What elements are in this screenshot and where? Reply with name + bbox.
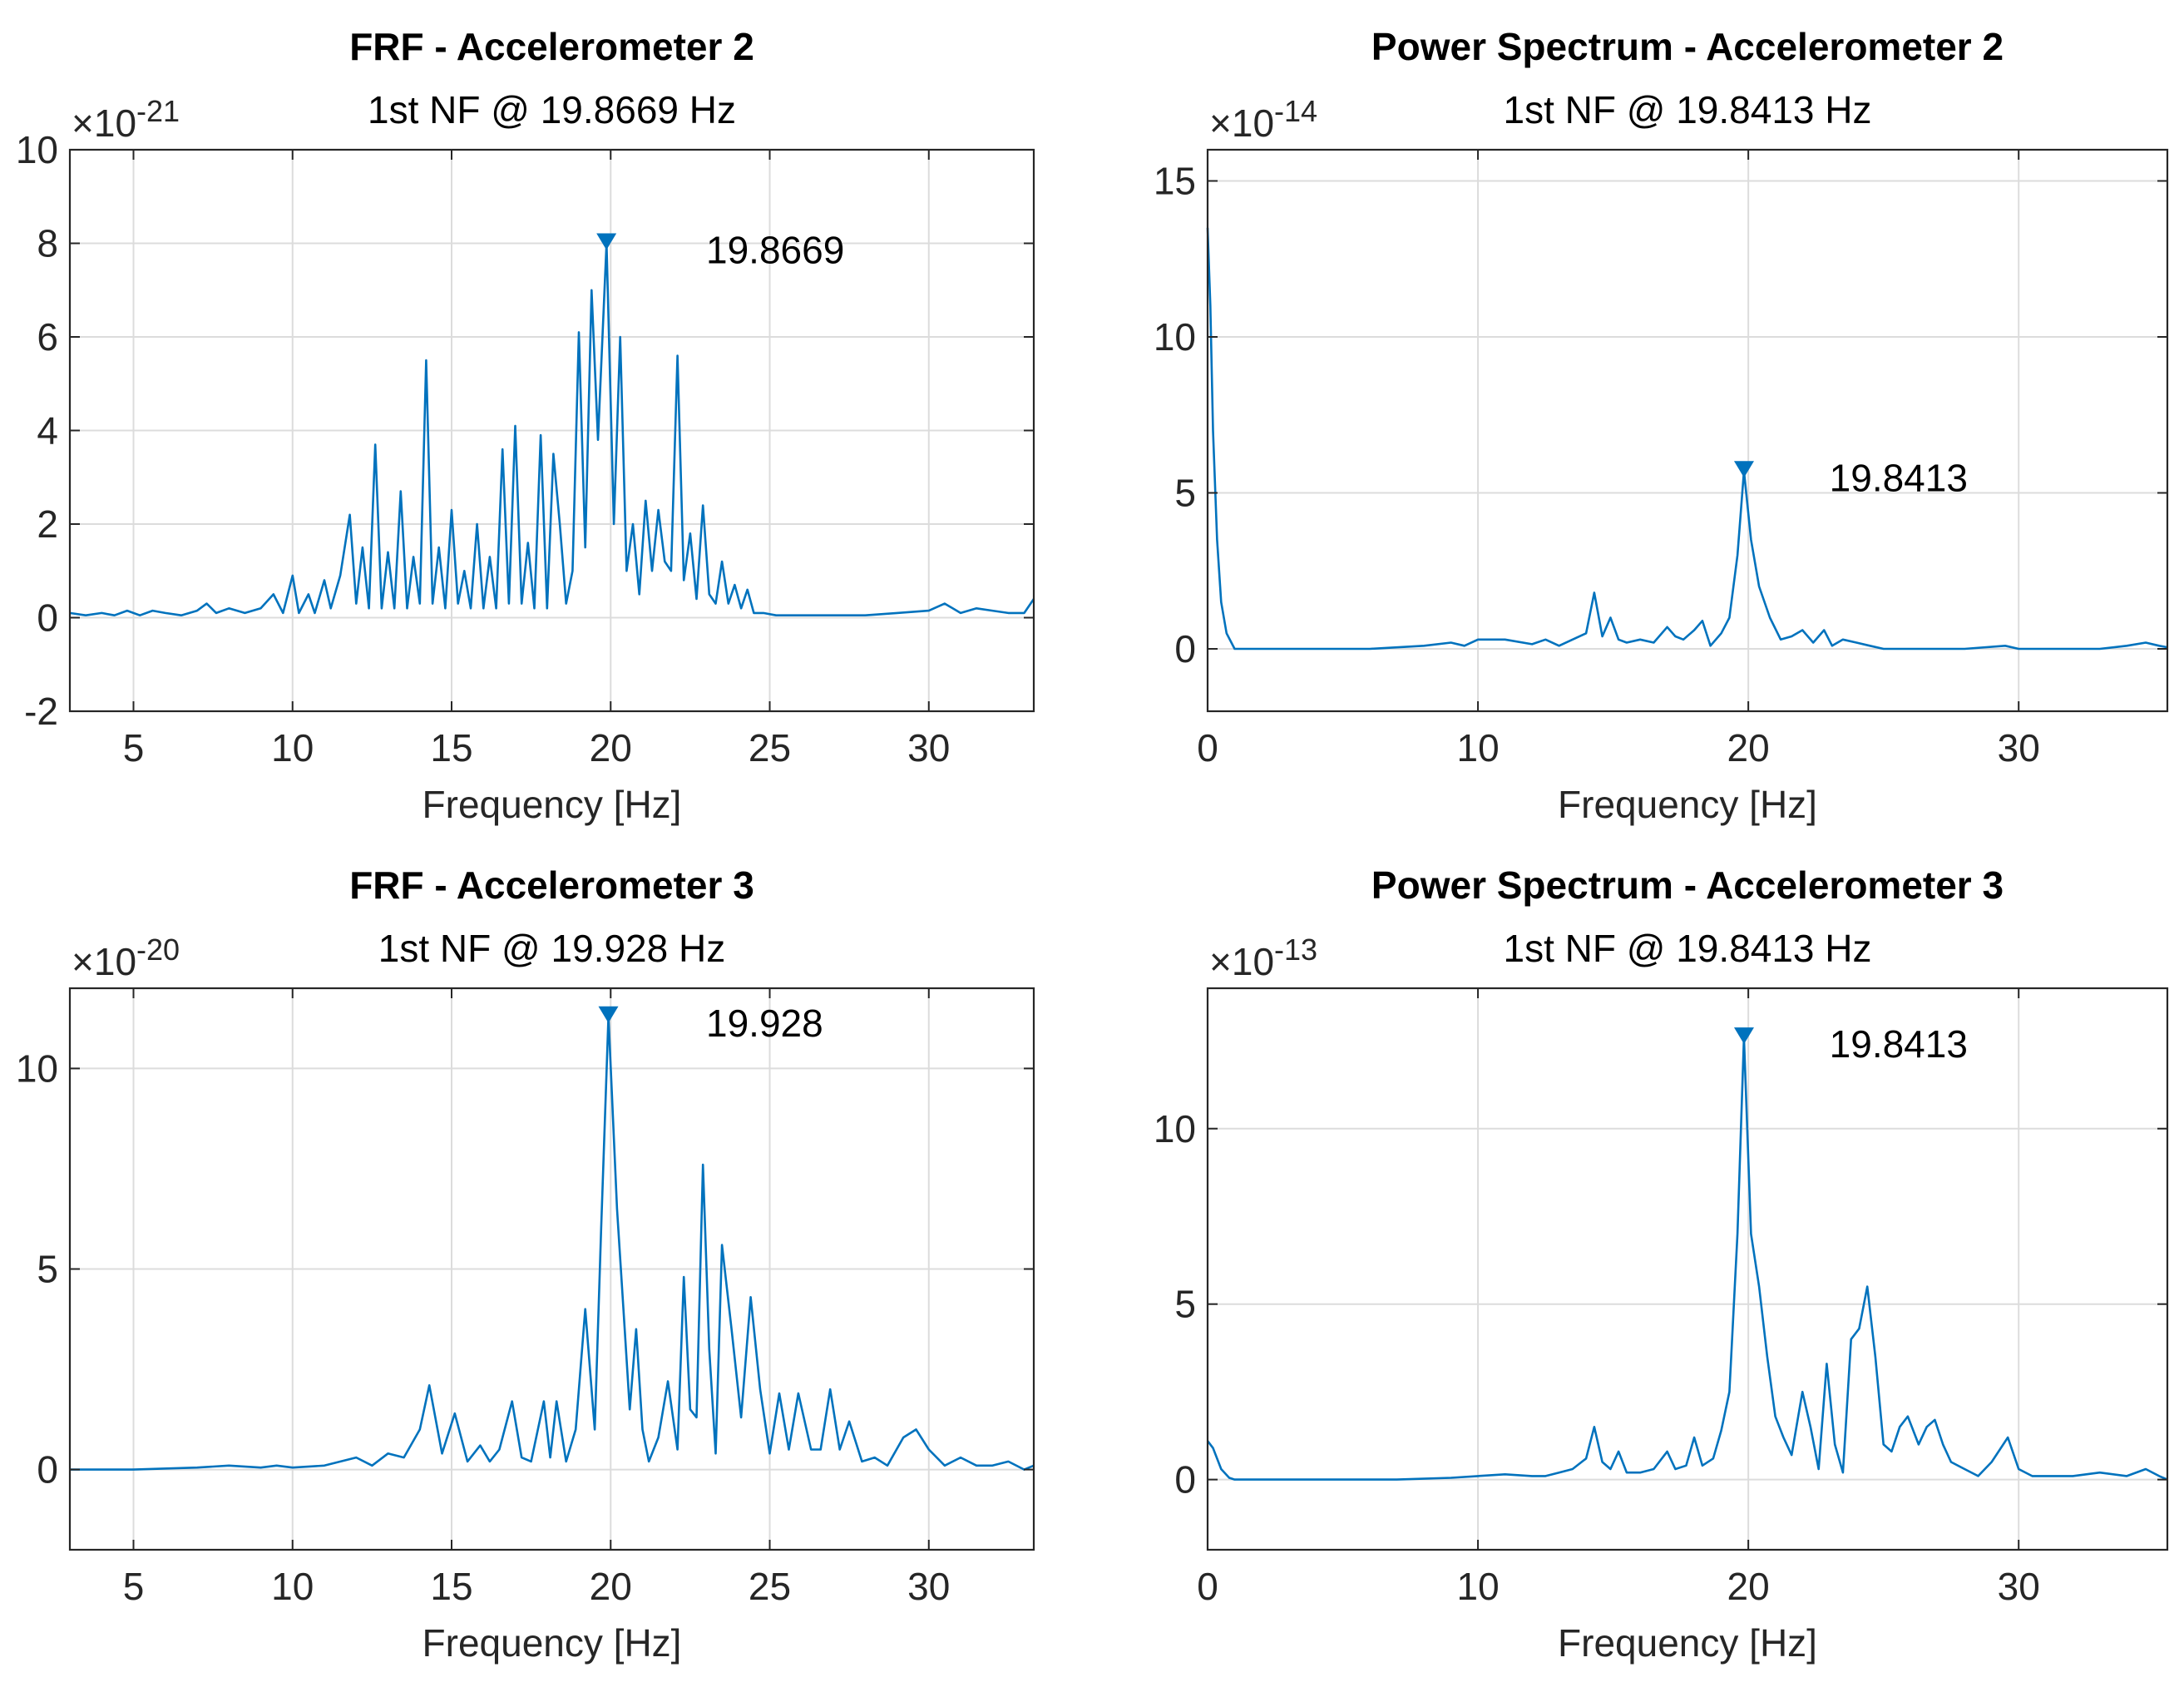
chart-panel-3: 5 10 15 20 25 30 0 5 10 ×10-20 FRF - Accelerometer…	[16, 863, 1035, 1665]
y-tick-label: 10	[16, 128, 58, 171]
chart-title: Power Spectrum - Accelerometer 2	[1371, 25, 2004, 68]
x-tick-label: 20	[1727, 726, 1770, 769]
chart-panel-2: 0 10 20 30 0 5 10 15 ×10-14 Power Spectrum - Acce…	[1154, 25, 2169, 826]
x-axis-label: Frequency [Hz]	[422, 783, 682, 826]
x-tick-label: 30	[1998, 726, 2040, 769]
chart-subtitle: 1st NF @ 19.8669 Hz	[368, 88, 736, 131]
ticks	[1207, 150, 2167, 711]
x-tick-label: 30	[907, 726, 950, 769]
x-tick-label: 25	[749, 1565, 791, 1608]
chart-panel-1: 5 10 15 20 25 30 -2 0 2 4 6 8 10 ×10-21 FRF - Accelero…	[16, 25, 1035, 826]
grid	[70, 988, 1034, 1550]
x-tick-label: 10	[1456, 726, 1499, 769]
axes-box	[1206, 987, 2169, 1551]
axis-exponent: ×10-14	[1209, 94, 1317, 145]
y-tick-label: 15	[1154, 160, 1196, 203]
y-tick-label: -2	[24, 690, 58, 733]
ticks	[70, 149, 1034, 712]
peak-label: 19.8669	[706, 229, 844, 272]
x-tick-label: 30	[1998, 1565, 2040, 1608]
x-tick-label: 20	[1727, 1565, 1770, 1608]
y-tick-label: 0	[37, 596, 58, 640]
y-tick-label: 5	[37, 1248, 58, 1291]
chart-subtitle: 1st NF @ 19.8413 Hz	[1504, 927, 1872, 970]
x-tick-label: 15	[430, 726, 472, 769]
series-line	[1206, 227, 2168, 651]
x-tick-label: 10	[271, 726, 314, 769]
y-tick-label: 0	[1174, 1458, 1196, 1502]
y-tick-label: 0	[37, 1448, 58, 1492]
exponent-base: ×10	[1209, 101, 1274, 145]
y-tick-label: 6	[37, 315, 58, 359]
peak-marker	[596, 233, 617, 250]
x-tick-label: 0	[1197, 1565, 1218, 1608]
series-line	[70, 1015, 1035, 1471]
x-tick-label: 5	[123, 1565, 145, 1608]
chart-title: Power Spectrum - Accelerometer 3	[1371, 863, 2004, 907]
chart-subtitle: 1st NF @ 19.8413 Hz	[1504, 88, 1872, 131]
x-tick-label: 5	[123, 726, 145, 769]
x-tick-label: 20	[590, 1565, 632, 1608]
axis-exponent: ×10-20	[72, 933, 180, 983]
exponent-base: ×10	[72, 940, 136, 983]
chart-subtitle: 1st NF @ 19.928 Hz	[378, 927, 725, 970]
x-tick-label: 10	[1456, 1565, 1499, 1608]
chart-title: FRF - Accelerometer 3	[349, 863, 754, 907]
peak-marker	[1733, 1027, 1754, 1045]
chart-panel-4: 0 10 20 30 0 5 10 ×10-13 Power Spectrum - Accele…	[1154, 863, 2169, 1665]
grid	[70, 150, 1034, 711]
ticks	[70, 988, 1034, 1550]
exponent-power: -13	[1274, 933, 1317, 967]
peak-label: 19.8413	[1830, 1022, 1968, 1066]
y-tick-label: 4	[37, 409, 58, 453]
x-tick-label: 15	[430, 1565, 472, 1608]
x-tick-label: 20	[590, 726, 632, 769]
plot-area	[1208, 150, 2167, 711]
x-axis-label: Frequency [Hz]	[1558, 1621, 1817, 1665]
y-tick-label: 10	[1154, 315, 1196, 359]
series-line	[1206, 1036, 2168, 1481]
peak-marker	[1733, 461, 1754, 478]
x-axis-label: Frequency [Hz]	[422, 1621, 682, 1665]
series-line	[69, 242, 1035, 617]
peak-marker	[598, 1006, 619, 1023]
x-tick-label: 25	[749, 726, 791, 769]
y-tick-label: 5	[1174, 1283, 1196, 1326]
exponent-base: ×10	[72, 101, 136, 145]
plot-area	[1208, 988, 2167, 1550]
peak-label: 19.8413	[1830, 456, 1968, 499]
exponent-power: -14	[1274, 94, 1317, 128]
y-tick-label: 5	[1174, 472, 1196, 515]
y-tick-label: 0	[1174, 627, 1196, 670]
x-axis-label: Frequency [Hz]	[1558, 783, 1817, 826]
exponent-base: ×10	[1209, 940, 1274, 983]
chart-title: FRF - Accelerometer 2	[349, 25, 754, 68]
peak-label: 19.928	[706, 1002, 823, 1045]
x-tick-label: 10	[271, 1565, 314, 1608]
x-tick-label: 30	[907, 1565, 950, 1608]
y-tick-label: 10	[1154, 1107, 1196, 1150]
y-tick-label: 8	[37, 222, 58, 265]
axis-exponent: ×10-13	[1209, 933, 1317, 983]
axis-exponent: ×10-21	[72, 94, 180, 145]
y-tick-label: 10	[16, 1046, 58, 1090]
exponent-power: -21	[136, 94, 180, 128]
exponent-power: -20	[136, 933, 180, 967]
x-tick-label: 0	[1197, 726, 1218, 769]
axes-box	[1206, 148, 2169, 713]
ticks	[1207, 988, 2167, 1550]
y-tick-label: 2	[37, 502, 58, 546]
